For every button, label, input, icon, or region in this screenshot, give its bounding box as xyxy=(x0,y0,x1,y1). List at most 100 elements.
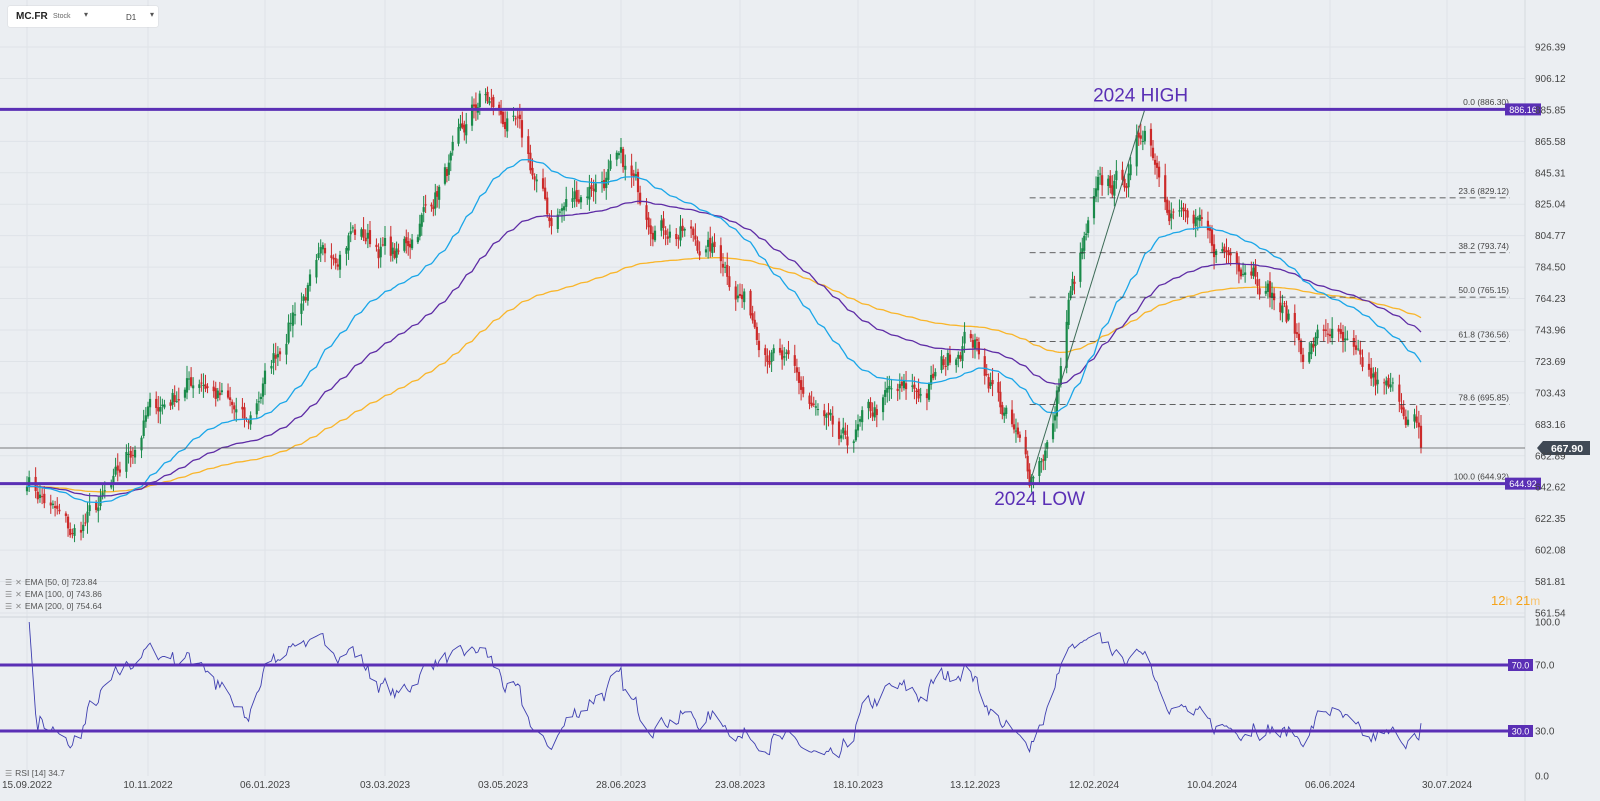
candle xyxy=(556,208,559,233)
ema-50-legend[interactable]: ☰ ✕ EMA [50, 0] 723.84 xyxy=(5,577,97,587)
caret-down-icon[interactable]: ▾ xyxy=(150,10,155,19)
ema-100-legend[interactable]: ☰ ✕ EMA [100, 0] 743.86 xyxy=(5,589,102,599)
candle-body xyxy=(512,115,515,117)
y-tick-label: 764.23 xyxy=(1535,294,1566,305)
settings-icon[interactable]: ☰ xyxy=(5,769,13,778)
settings-icon[interactable]: ☰ xyxy=(5,590,13,599)
candle-body xyxy=(797,371,801,383)
candle xyxy=(1235,250,1238,275)
rsi-legend[interactable]: ☰ RSI [14] 34.7 xyxy=(5,768,65,778)
fibonacci-retracement[interactable]: 0.0 (886.30) 23.6 (829.12) 38.2 (793.74) 50… xyxy=(1029,97,1510,484)
candle xyxy=(504,111,507,138)
candle xyxy=(1376,368,1379,394)
candle xyxy=(1406,410,1410,427)
candle-body xyxy=(624,165,627,170)
settings-icon[interactable]: ☰ xyxy=(5,578,13,587)
candle-body xyxy=(291,312,294,326)
candle-body xyxy=(1085,233,1088,236)
caret-down-icon[interactable]: ▾ xyxy=(84,10,89,19)
close-icon[interactable]: ✕ xyxy=(15,602,22,611)
candle-body xyxy=(336,264,339,267)
x-tick-label: 23.08.2023 xyxy=(715,780,765,791)
candle xyxy=(291,304,294,338)
candle xyxy=(827,403,830,427)
candle xyxy=(1079,242,1082,288)
candle-body xyxy=(1406,419,1410,425)
candle-body xyxy=(231,401,234,405)
timeframe-label[interactable]: D1 xyxy=(126,13,137,22)
candle-body xyxy=(764,348,767,356)
candle-body xyxy=(38,494,42,499)
candle-body xyxy=(594,183,597,193)
candle-body xyxy=(639,192,642,204)
candle-body xyxy=(844,430,847,436)
candle-body xyxy=(1287,313,1290,320)
candle xyxy=(1071,271,1074,296)
candle-body xyxy=(422,207,425,212)
candle xyxy=(1073,275,1076,295)
candle-body xyxy=(1158,166,1161,178)
candle xyxy=(66,514,70,537)
horizontal-levels[interactable]: 886.16 644.92 667.90 xyxy=(0,103,1590,490)
candle-body xyxy=(274,354,277,359)
candle-body xyxy=(664,230,667,235)
candle xyxy=(793,344,796,374)
y-tick-label: 642.62 xyxy=(1535,483,1566,494)
candle-body xyxy=(533,176,536,180)
candle-body xyxy=(1135,135,1138,167)
ema-200-legend[interactable]: ☰ ✕ EMA [200, 0] 754.64 xyxy=(5,601,102,611)
candle-body xyxy=(607,169,610,180)
candle-body xyxy=(651,232,654,240)
symbol-toolbar[interactable]: MC.FR Stock ▾ D1 ▾ xyxy=(8,6,158,27)
candle xyxy=(690,219,693,238)
candle xyxy=(1051,412,1055,443)
x-tick-label: 12.02.2024 xyxy=(1069,780,1119,791)
candle xyxy=(247,419,250,430)
candle-body xyxy=(1346,338,1349,340)
candle xyxy=(1172,208,1175,220)
candle-body xyxy=(144,415,147,422)
candle xyxy=(1026,450,1029,479)
candle xyxy=(810,391,813,408)
candle xyxy=(590,178,593,197)
candle xyxy=(249,411,252,430)
candle xyxy=(436,185,439,208)
candle-body xyxy=(351,227,354,229)
ema-50-path xyxy=(26,158,1422,504)
close-icon[interactable]: ✕ xyxy=(15,578,22,587)
candle xyxy=(1200,209,1203,227)
candle-body xyxy=(389,236,392,256)
candle xyxy=(873,401,876,421)
candle-body xyxy=(617,153,620,156)
candle-body xyxy=(1281,305,1284,314)
candle-body xyxy=(757,340,761,351)
x-tick-label: 06.01.2023 xyxy=(240,780,290,791)
candle-body xyxy=(377,249,380,259)
candle-body xyxy=(249,415,252,425)
candle-body xyxy=(1221,249,1224,252)
y-tick-label: 906.12 xyxy=(1535,74,1566,85)
candle xyxy=(53,500,57,517)
candle xyxy=(274,342,277,371)
candle-body xyxy=(1024,436,1027,455)
candle xyxy=(664,226,667,246)
candle xyxy=(1385,376,1388,395)
candle xyxy=(1212,234,1216,270)
candle xyxy=(1113,174,1116,207)
candle xyxy=(544,177,547,201)
symbol-label[interactable]: MC.FR xyxy=(16,11,48,22)
candle-body xyxy=(647,217,650,228)
candle-body xyxy=(410,239,414,249)
candle-body xyxy=(163,404,166,408)
candle-body xyxy=(347,235,350,251)
candle xyxy=(787,340,790,359)
close-icon[interactable]: ✕ xyxy=(15,590,22,599)
candle-body xyxy=(79,529,83,533)
candle-body xyxy=(881,397,885,413)
candle-body xyxy=(1079,252,1082,282)
candle xyxy=(1254,259,1257,285)
settings-icon[interactable]: ☰ xyxy=(5,602,13,611)
candle xyxy=(749,289,752,319)
candle xyxy=(381,237,384,247)
